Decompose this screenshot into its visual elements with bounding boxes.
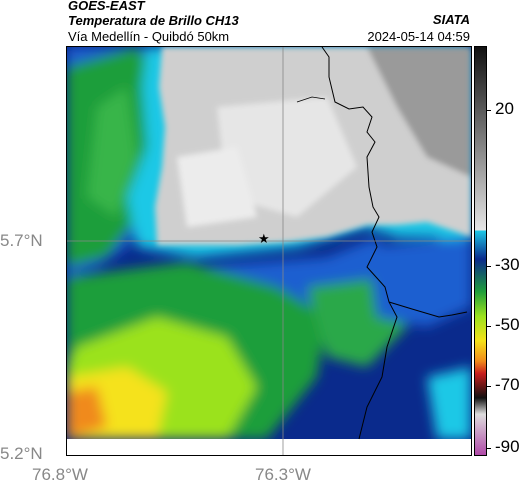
colorbar-label-minus90: -90 [495, 437, 520, 456]
brightness-temperature-field [67, 47, 471, 455]
colorbar-tick [486, 266, 491, 267]
colorbar-label-minus50: -50 [495, 315, 520, 334]
colorbar-label-minus70: -70 [495, 375, 520, 394]
lon-label-76.8w: 76.8°W [32, 465, 88, 484]
colorbar-tick [486, 448, 491, 449]
lon-label-76.3w: 76.3°W [255, 465, 311, 484]
organization-label: SIATA [432, 12, 470, 27]
lat-label-5.7n: 5.7°N [0, 231, 43, 250]
star-icon[interactable]: ★ [258, 231, 270, 246]
product-title: Temperatura de Brillo CH13 [68, 13, 239, 28]
satellite-map[interactable]: ★ [66, 46, 472, 456]
colorbar-tick [486, 110, 491, 111]
satellite-label: GOES-EAST [68, 0, 145, 13]
colorbar-label-minus30: -30 [495, 255, 520, 274]
timestamp-label: 2024-05-14 04:59 [367, 29, 470, 44]
colorbar-tick [486, 326, 491, 327]
temperature-colorbar [474, 46, 487, 456]
colorbar-label-20: 20 [495, 99, 514, 118]
lat-label-5.2n: 5.2°N [0, 444, 43, 463]
colorbar-tick [486, 386, 491, 387]
region-subtitle: Vía Medellín - Quibdó 50km [68, 29, 230, 44]
